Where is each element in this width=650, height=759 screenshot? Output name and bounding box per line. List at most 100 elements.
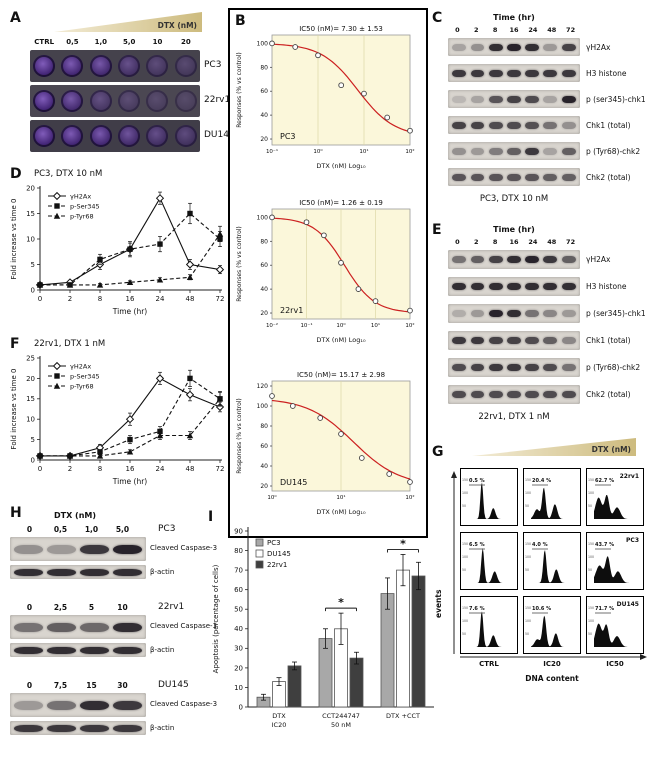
protein-band (525, 337, 540, 344)
data-point (338, 431, 344, 437)
hist-y-tick: 100 (462, 555, 468, 559)
data-point (289, 403, 296, 409)
dose-label: 15 (86, 681, 97, 690)
protein-band (488, 121, 503, 129)
panel-d: D PC3, DTX 10 nM 0 5 10 15 20 0 2 8 16 24 48 72 Time… (6, 166, 230, 334)
x-tick-label: 16 (126, 465, 135, 473)
dose-label: 10 (117, 603, 128, 612)
panel-f-title: 22rv1, DTX 1 nM (34, 339, 106, 349)
stained-well (118, 125, 141, 147)
data-point (384, 114, 391, 121)
protein-band (470, 69, 485, 77)
diamond-marker (125, 415, 135, 424)
histogram-shape (594, 495, 640, 519)
x-tick-label: 10⁰ (313, 148, 323, 155)
y-tick-label: 50 (234, 606, 243, 614)
legend-label: p-Ser345 (70, 373, 100, 381)
dose-header-row: CTRL 0,5 1,0 5,0 10 20 (30, 38, 200, 46)
protein-band (525, 364, 540, 371)
hist-y-tick: 100 (588, 555, 594, 559)
data-point (358, 455, 365, 461)
y-tick-label: 10 (234, 684, 243, 692)
time-label: 0 (455, 238, 460, 246)
time-label: 8 (492, 238, 498, 246)
hist-y-tick: 100 (462, 619, 468, 623)
protein-band (470, 391, 485, 398)
hist-y-tick: 100 (525, 491, 531, 495)
protein-band (470, 43, 485, 51)
protein-band (470, 256, 485, 263)
flow-histogram: 150 100 50 71.7 %DU145 (586, 596, 644, 654)
x-axis-label: Time (hr) (112, 477, 148, 486)
stained-well (33, 90, 56, 112)
cell-line-label: PC3 (626, 537, 639, 544)
y-tick-label: 70 (234, 567, 243, 575)
triangle-marker (216, 395, 224, 402)
protein-band (561, 310, 576, 317)
y-axis-label: Apoptosis (percentage of cells) (212, 564, 220, 673)
blot-strip (448, 304, 580, 323)
protein-band (488, 364, 503, 371)
protein-band (507, 95, 521, 103)
panel-b: B IC50 (nM)= 7.30 ± 1.53 10⁻¹ 10⁰ 10¹ 10² 20 4… (228, 8, 428, 538)
x-tick-label: 8 (98, 465, 102, 473)
band-label: H3 histone (586, 282, 627, 291)
flow-histogram: 150 100 50 4.0 % (523, 532, 581, 590)
protein-band (561, 337, 576, 344)
stained-well (146, 125, 169, 147)
band-label: H3 histone (586, 68, 627, 78)
protein-band (470, 337, 485, 344)
hist-y-tick: 150 (588, 606, 594, 610)
data-point (269, 214, 275, 221)
protein-band (470, 95, 485, 103)
y-tick-label: 90 (234, 527, 243, 535)
x-tick-label: 10⁰ (267, 494, 277, 501)
time-row: 0 2 8 16 24 48 72 (448, 26, 580, 34)
data-point (407, 307, 413, 314)
gate-percentage: 20.4 % (532, 478, 551, 484)
blot-strip (448, 64, 580, 82)
time-header: Time (hr) (493, 225, 535, 234)
blot-strip (448, 116, 580, 134)
protein-band (561, 121, 576, 129)
protein-band (452, 283, 467, 290)
x-tick-label: 10⁰ (336, 322, 346, 329)
y-tick-label: 40 (234, 625, 243, 633)
protein-band (47, 646, 76, 654)
panel-b-label: B (235, 13, 246, 29)
condition-label: IC50 (606, 660, 624, 668)
protein-band (525, 69, 540, 77)
protein-band (543, 364, 558, 371)
protein-band (525, 147, 540, 155)
diamond-marker (185, 260, 195, 269)
protein-band (113, 544, 142, 554)
band-label: Chk1 (total) (586, 336, 631, 345)
stained-well (118, 55, 141, 77)
panel-f-label: F (10, 336, 20, 352)
protein-band (452, 121, 467, 129)
triangle-marker (186, 274, 194, 280)
protein-band (507, 391, 521, 398)
band-label: p (ser345)-chk1 (586, 309, 646, 318)
diamond-marker (52, 361, 62, 371)
cell-line-label: PC3 (204, 60, 222, 70)
protein-band (507, 69, 521, 77)
protein-band (561, 283, 576, 290)
x-tick-label: 0 (38, 465, 42, 473)
dose-header: 20 (180, 38, 191, 46)
y-tick-label: 40 (260, 463, 268, 470)
x-axis-label: Time (hr) (112, 307, 148, 316)
hist-y-tick: 150 (462, 606, 468, 610)
protein-band (452, 256, 467, 263)
stained-well (174, 90, 197, 112)
fold-increase-chart-pc3: 0 5 10 15 20 0 2 8 16 24 48 72 Time (hr) Fold increas… (10, 184, 224, 316)
protein-band (488, 43, 503, 51)
x-tick-label: 48 (186, 465, 195, 473)
data-point (303, 219, 310, 226)
protein-band (507, 173, 521, 181)
y-tick-label: 0 (31, 456, 35, 464)
y-tick-label: 120 (257, 383, 269, 390)
square-marker (97, 449, 103, 455)
data-point (317, 415, 324, 421)
